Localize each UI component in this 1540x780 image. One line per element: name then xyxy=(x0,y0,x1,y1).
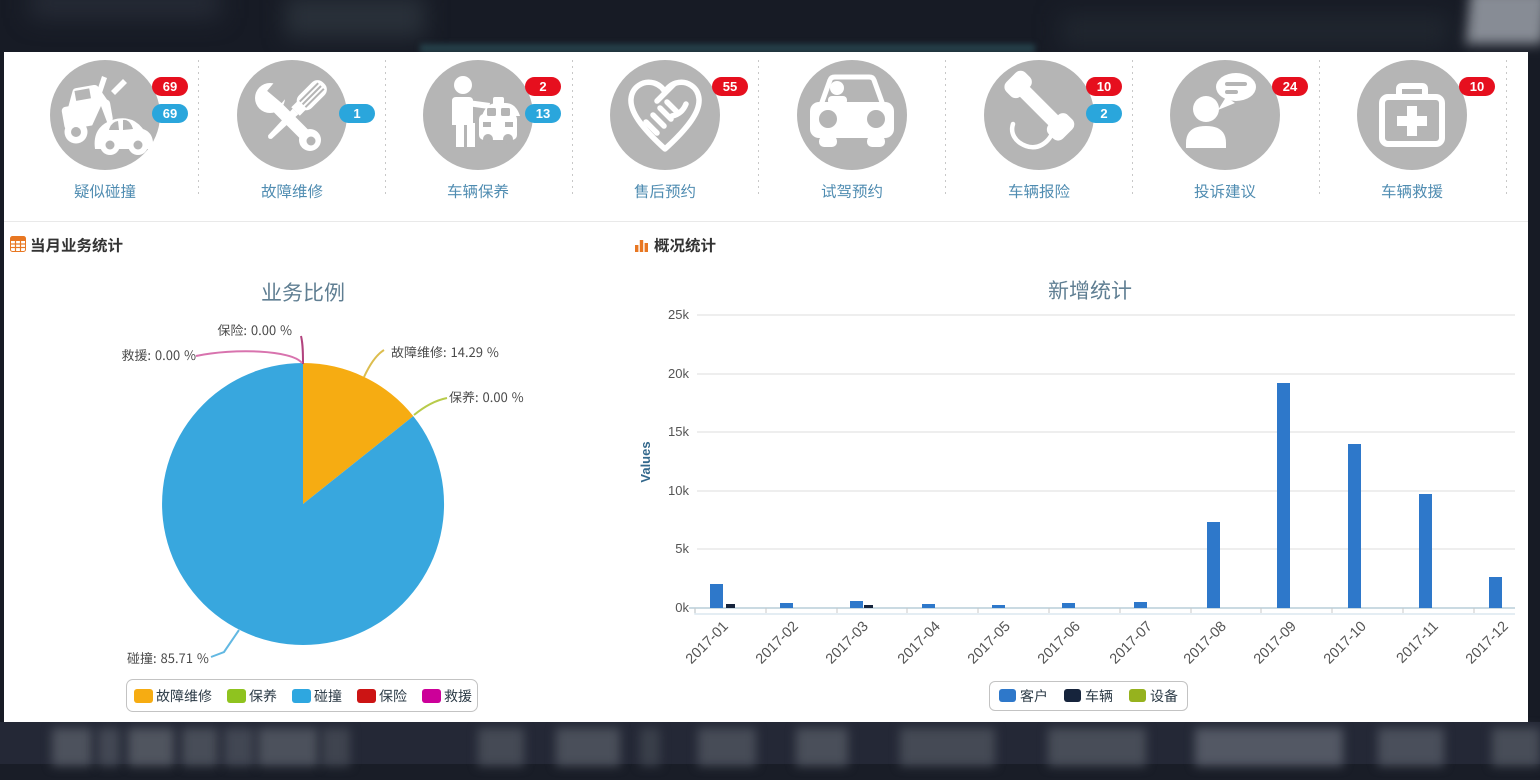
svg-text:Values: Values xyxy=(638,441,653,482)
svg-text:2017-01: 2017-01 xyxy=(683,619,732,668)
svg-text:2017-02: 2017-02 xyxy=(753,619,802,668)
svg-text:2017-10: 2017-10 xyxy=(1321,619,1370,668)
svg-text:2017-09: 2017-09 xyxy=(1251,619,1300,668)
svg-text:2017-03: 2017-03 xyxy=(823,619,872,668)
svg-text:2017-08: 2017-08 xyxy=(1181,619,1230,668)
svg-text:20k: 20k xyxy=(668,366,689,381)
svg-text:2017-06: 2017-06 xyxy=(1035,619,1084,668)
svg-text:15k: 15k xyxy=(668,424,689,439)
svg-text:2017-12: 2017-12 xyxy=(1463,619,1512,668)
svg-text:5k: 5k xyxy=(675,541,689,556)
svg-text:10k: 10k xyxy=(668,483,689,498)
svg-text:2017-07: 2017-07 xyxy=(1107,619,1156,668)
svg-text:2017-04: 2017-04 xyxy=(895,619,944,668)
svg-text:2017-11: 2017-11 xyxy=(1394,619,1442,667)
svg-text:0k: 0k xyxy=(675,600,689,615)
svg-text:2017-05: 2017-05 xyxy=(965,619,1014,668)
svg-text:25k: 25k xyxy=(668,307,689,322)
